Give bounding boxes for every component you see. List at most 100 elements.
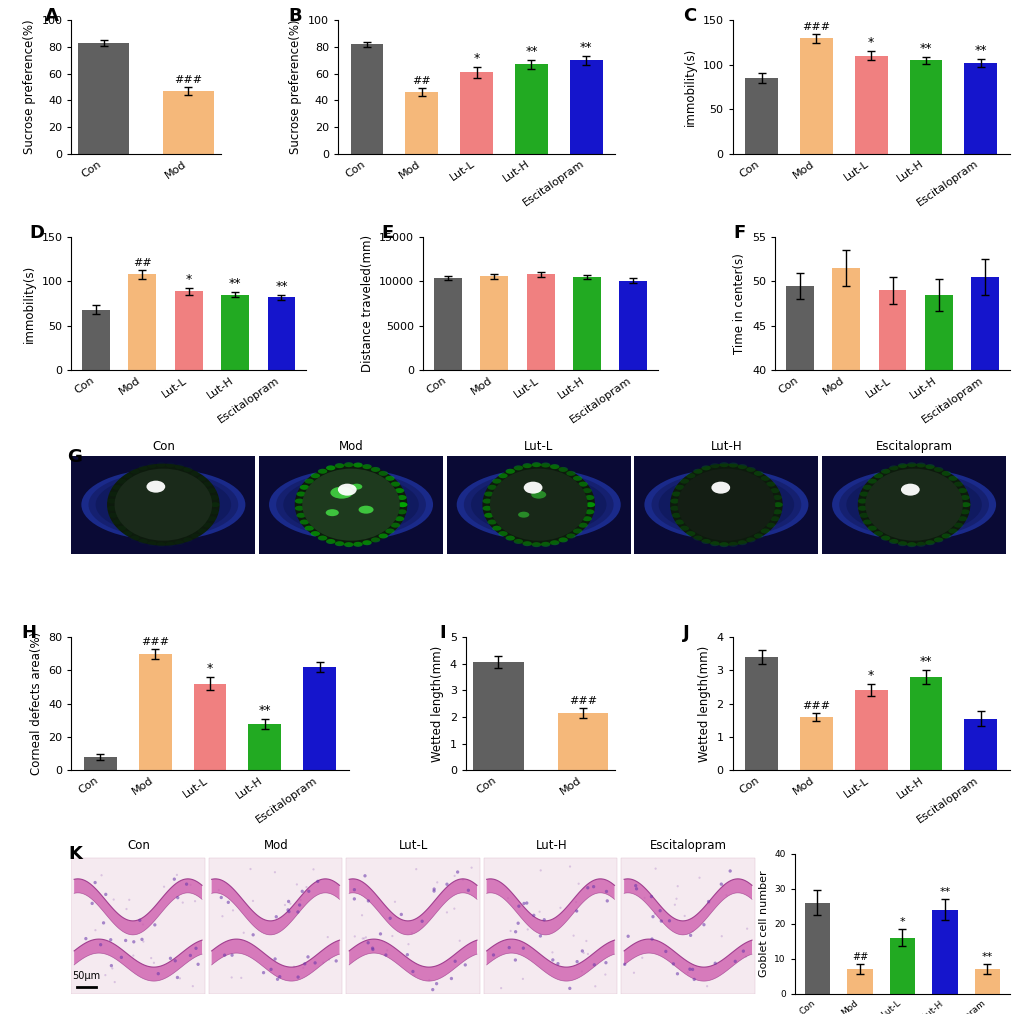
Circle shape <box>274 915 277 919</box>
Circle shape <box>659 920 662 923</box>
Circle shape <box>586 953 588 955</box>
Circle shape <box>605 899 608 902</box>
Circle shape <box>575 910 578 913</box>
Circle shape <box>498 531 507 536</box>
Circle shape <box>549 540 558 546</box>
Circle shape <box>737 464 746 469</box>
Circle shape <box>649 895 652 898</box>
Circle shape <box>582 488 591 493</box>
Circle shape <box>445 882 448 886</box>
Circle shape <box>688 967 690 969</box>
Circle shape <box>316 880 319 883</box>
Text: **: ** <box>919 42 931 55</box>
Circle shape <box>675 519 684 524</box>
Circle shape <box>672 513 681 518</box>
Circle shape <box>367 899 370 902</box>
Bar <box>619 281 647 370</box>
Circle shape <box>334 959 337 962</box>
Text: **: ** <box>525 45 537 58</box>
Circle shape <box>692 977 695 982</box>
Circle shape <box>386 949 388 951</box>
Circle shape <box>361 915 363 917</box>
Circle shape <box>558 907 561 909</box>
Circle shape <box>396 509 407 514</box>
Circle shape <box>540 462 550 467</box>
Circle shape <box>142 924 144 926</box>
Circle shape <box>709 541 718 547</box>
Circle shape <box>728 869 731 873</box>
Circle shape <box>334 463 343 468</box>
Ellipse shape <box>283 476 419 534</box>
Circle shape <box>663 950 666 953</box>
Y-axis label: Wetted length(mm): Wetted length(mm) <box>431 646 444 762</box>
Circle shape <box>399 913 403 916</box>
Circle shape <box>510 930 512 932</box>
Circle shape <box>464 963 467 966</box>
Circle shape <box>286 899 290 903</box>
Ellipse shape <box>107 463 219 546</box>
Bar <box>832 268 859 726</box>
Circle shape <box>301 889 304 893</box>
Text: Lut-L: Lut-L <box>398 840 428 852</box>
Circle shape <box>688 967 691 971</box>
Circle shape <box>525 901 528 904</box>
Text: I: I <box>438 624 445 642</box>
Circle shape <box>420 920 423 923</box>
Circle shape <box>363 937 365 940</box>
Circle shape <box>325 509 338 516</box>
Bar <box>821 455 1005 554</box>
Circle shape <box>128 898 130 901</box>
Bar <box>483 858 616 994</box>
Circle shape <box>328 958 330 960</box>
Circle shape <box>924 464 933 469</box>
Circle shape <box>455 870 459 874</box>
Circle shape <box>231 910 234 912</box>
Circle shape <box>366 941 370 944</box>
Circle shape <box>771 509 782 514</box>
Bar <box>804 902 829 994</box>
Circle shape <box>889 539 898 544</box>
Circle shape <box>239 976 243 979</box>
Circle shape <box>102 921 105 925</box>
Circle shape <box>745 928 748 930</box>
Circle shape <box>683 915 685 917</box>
Circle shape <box>686 474 695 479</box>
Circle shape <box>359 506 373 514</box>
Circle shape <box>353 888 356 891</box>
Bar <box>877 290 906 726</box>
Circle shape <box>688 934 692 937</box>
Circle shape <box>580 949 584 952</box>
Circle shape <box>693 468 702 474</box>
Circle shape <box>415 868 417 870</box>
Circle shape <box>960 502 969 507</box>
Circle shape <box>176 896 179 899</box>
Circle shape <box>566 533 575 538</box>
Y-axis label: Wetted length(mm): Wetted length(mm) <box>697 646 710 762</box>
Circle shape <box>153 961 155 964</box>
Circle shape <box>507 946 511 949</box>
Bar <box>259 455 442 554</box>
Y-axis label: immobility(s): immobility(s) <box>22 265 36 343</box>
Circle shape <box>701 539 710 544</box>
Circle shape <box>718 462 728 467</box>
Circle shape <box>388 917 391 920</box>
Circle shape <box>384 953 387 956</box>
Circle shape <box>862 485 871 490</box>
Circle shape <box>397 502 407 507</box>
Circle shape <box>484 513 493 518</box>
Bar <box>570 60 602 154</box>
Circle shape <box>582 952 584 954</box>
Circle shape <box>157 972 160 975</box>
Y-axis label: Corneal defects area(%): Corneal defects area(%) <box>30 632 43 776</box>
Circle shape <box>172 877 176 881</box>
Bar <box>963 719 997 771</box>
Bar <box>909 677 942 771</box>
Circle shape <box>521 946 525 950</box>
Circle shape <box>558 537 568 542</box>
Circle shape <box>99 943 102 946</box>
Circle shape <box>311 531 320 536</box>
Bar <box>351 45 383 154</box>
Circle shape <box>391 935 393 937</box>
Bar <box>194 683 226 771</box>
Circle shape <box>353 541 363 547</box>
